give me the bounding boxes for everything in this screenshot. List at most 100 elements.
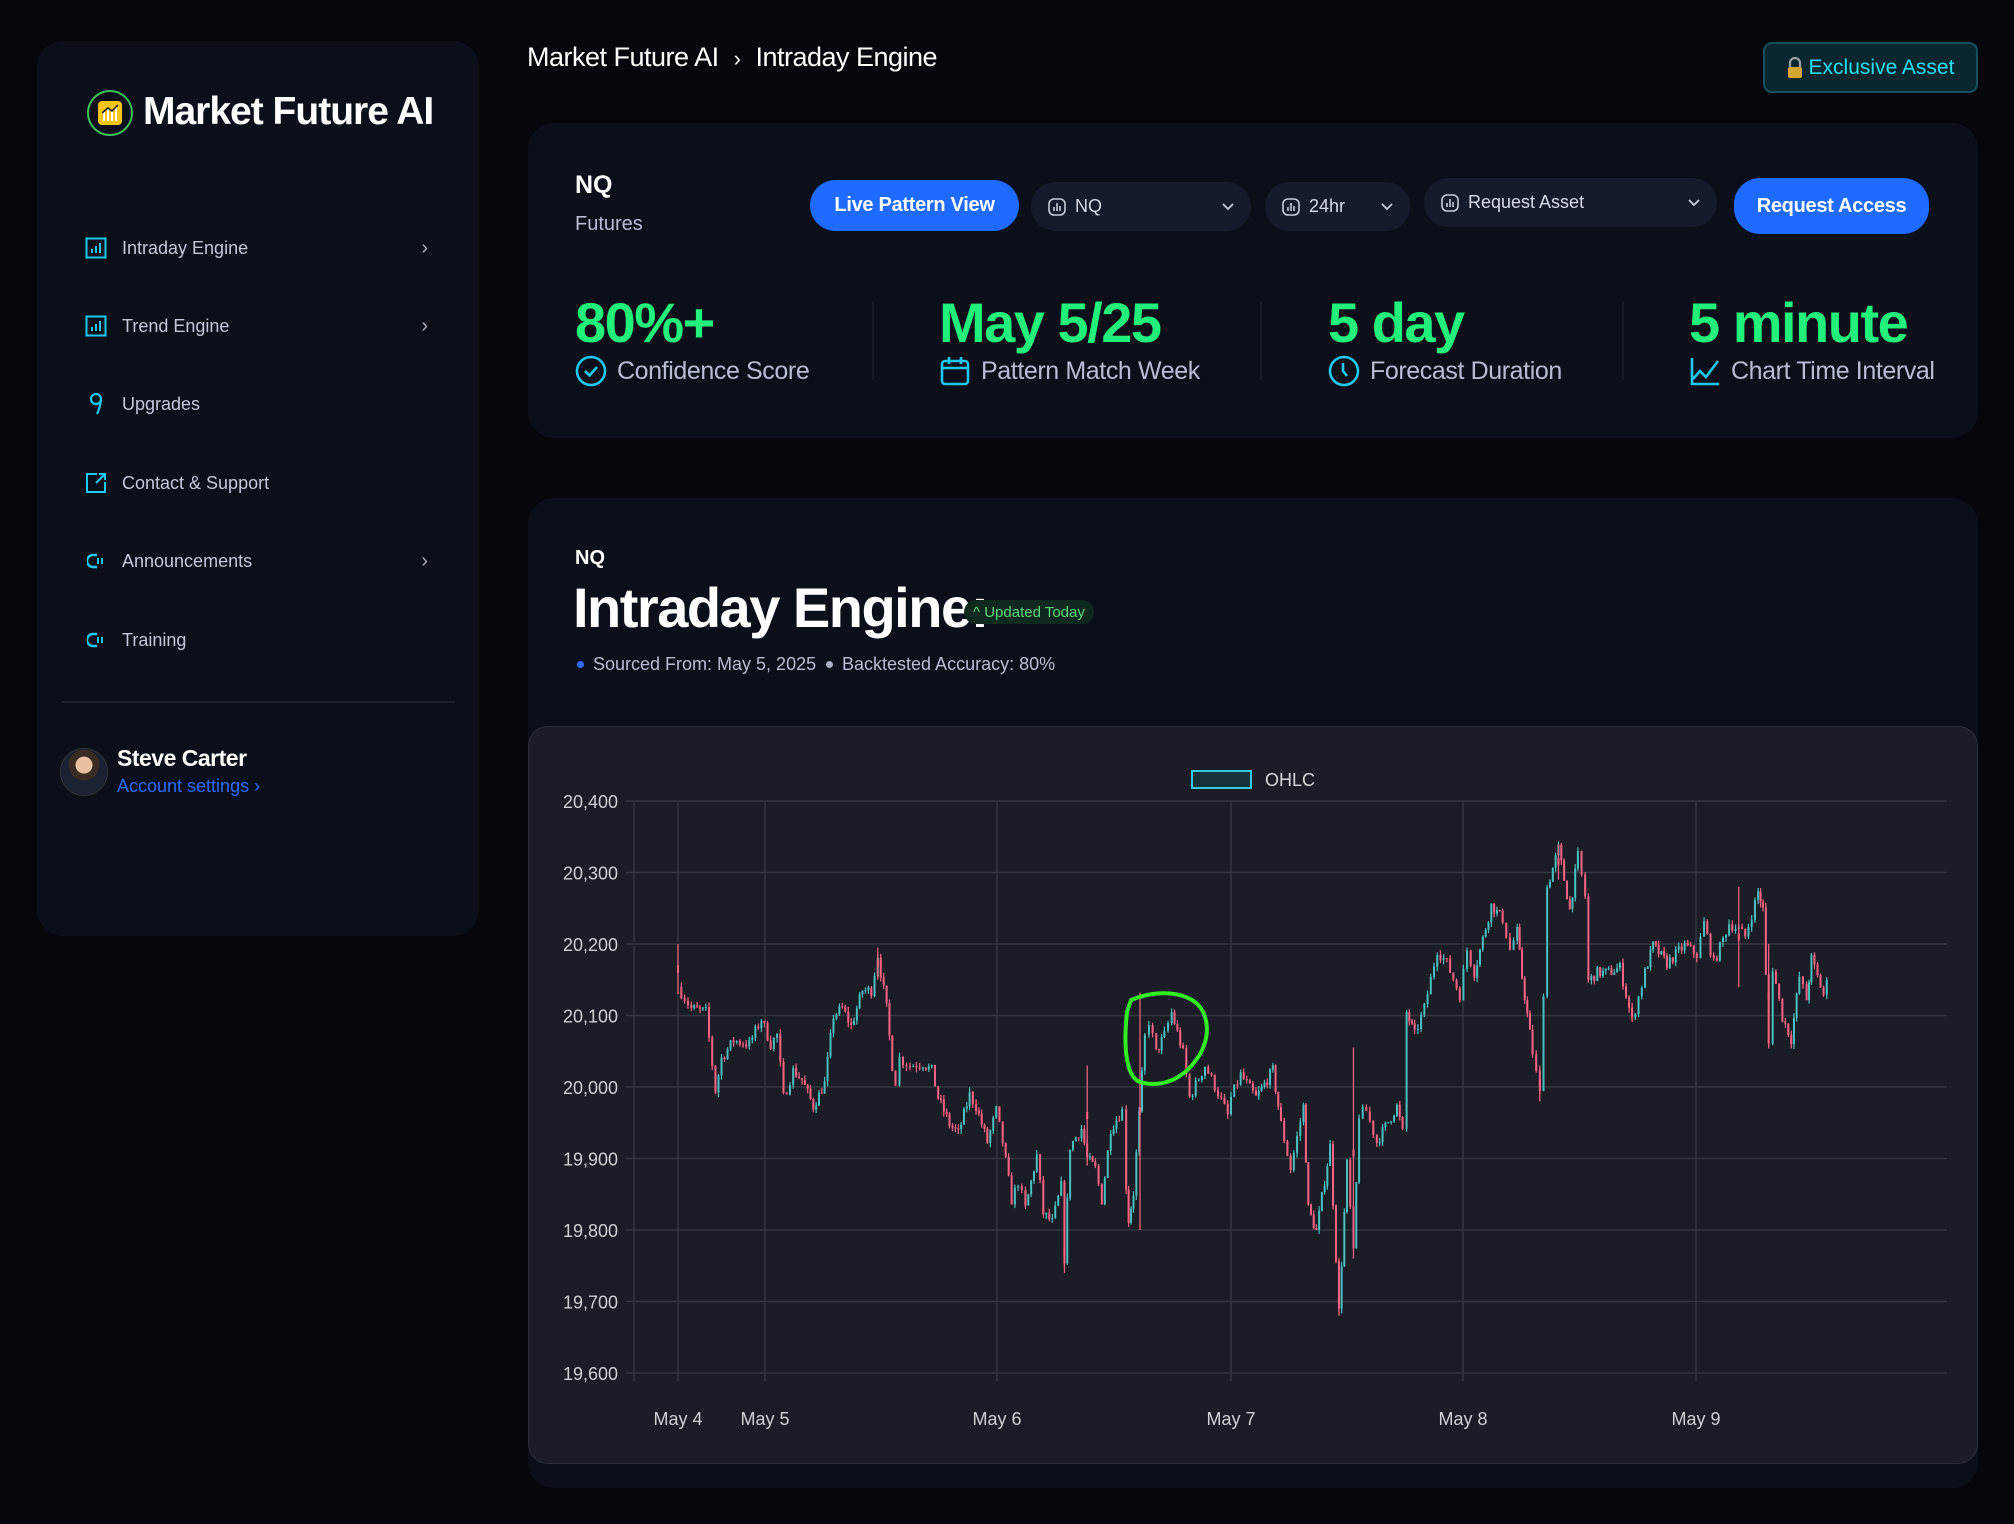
candle: [1170, 1012, 1173, 1024]
candle: [1571, 897, 1574, 909]
candle: [1323, 1185, 1326, 1193]
candle: [1007, 1156, 1010, 1176]
sourced-text: Sourced From: May 5, 2025: [593, 654, 817, 674]
calendar-icon: [940, 357, 970, 386]
exclusive-asset-button[interactable]: Exclusive Asset: [1763, 42, 1978, 93]
chevron-down-icon: [1221, 196, 1235, 217]
request-access-button[interactable]: Request Access: [1734, 178, 1929, 234]
symbol-select[interactable]: NQ: [1031, 182, 1251, 231]
avatar[interactable]: [60, 748, 108, 796]
candle: [1560, 844, 1563, 861]
candle: [1819, 975, 1822, 988]
candle: [711, 1037, 714, 1066]
exclusive-asset-label: Exclusive Asset: [1808, 55, 1955, 79]
stat-value: 80%+: [575, 291, 715, 354]
candle: [1787, 1023, 1790, 1036]
candle: [1449, 958, 1452, 973]
candle: [1413, 1023, 1416, 1030]
candle: [909, 1066, 911, 1068]
candle: [729, 1040, 732, 1050]
candle: [1233, 1084, 1236, 1097]
candle: [1304, 1104, 1307, 1163]
sidebar-item-announcements[interactable]: Announcements ›: [84, 541, 434, 581]
candle: [989, 1130, 992, 1143]
candle: [870, 987, 873, 996]
candle: [835, 1014, 838, 1019]
candle: [792, 1067, 795, 1086]
sidebar-item-intraday-engine[interactable]: Intraday Engine ›: [84, 228, 434, 268]
candle: [817, 1092, 820, 1106]
candle: [1220, 1096, 1223, 1098]
range-select[interactable]: 24hr: [1265, 182, 1410, 231]
sidebar-item-label: Training: [122, 629, 187, 650]
user-name: Steve Carter: [117, 745, 247, 771]
candle: [1263, 1082, 1266, 1087]
candle: [1352, 1149, 1355, 1157]
sidebar-item-trend-engine[interactable]: Trend Engine ›: [84, 306, 434, 346]
candle: [1490, 903, 1493, 923]
candle: [1649, 949, 1652, 968]
legend-label: OHLC: [1265, 770, 1315, 790]
candle: [1051, 1217, 1054, 1220]
candle: [1618, 962, 1621, 969]
brand-name: Market Future AI: [143, 90, 434, 133]
candle: [986, 1128, 989, 1143]
candle: [1495, 910, 1498, 914]
x-tick-label: May 8: [1438, 1409, 1487, 1429]
candle: [1299, 1122, 1302, 1137]
candle: [751, 1037, 754, 1040]
live-pattern-view-button[interactable]: Live Pattern View: [810, 180, 1019, 231]
chart-icon: [1440, 193, 1460, 213]
candle: [748, 1039, 751, 1047]
chevron-right-icon: ›: [421, 236, 428, 259]
candle: [769, 1040, 772, 1049]
candle: [1753, 899, 1756, 920]
candle: [1718, 942, 1721, 961]
breadcrumb-root[interactable]: Market Future AI: [527, 42, 719, 72]
candle: [1401, 1117, 1404, 1129]
megaphone-icon: [84, 628, 108, 652]
y-tick-label: 20,100: [563, 1007, 618, 1027]
candle: [1637, 996, 1640, 1015]
sidebar-item-contact-support[interactable]: Contact & Support: [84, 463, 434, 503]
candle: [1548, 881, 1551, 888]
legend-swatch: [1191, 770, 1252, 789]
candle: [1069, 1149, 1072, 1199]
candle: [1709, 933, 1712, 956]
candle: [1260, 1086, 1263, 1091]
candle: [1109, 1134, 1112, 1151]
candle: [1668, 957, 1671, 968]
request-asset-select[interactable]: Request Asset: [1424, 178, 1717, 227]
candle: [1557, 858, 1560, 866]
candle: [1433, 966, 1435, 977]
candle: [1315, 1227, 1318, 1231]
candle: [853, 1020, 856, 1025]
candle: [1039, 1154, 1042, 1180]
candle: [1266, 1082, 1269, 1086]
candle: [1390, 1121, 1393, 1123]
candle: [1646, 967, 1649, 969]
sidebar-item-upgrades[interactable]: Upgrades: [84, 384, 434, 424]
candle: [1157, 1048, 1160, 1051]
candle: [1340, 1266, 1343, 1309]
candle: [1365, 1107, 1368, 1111]
candle: [829, 1032, 832, 1057]
candle: [1200, 1075, 1203, 1081]
candle: [1155, 1033, 1158, 1049]
candle: [745, 1044, 748, 1047]
candle: [1010, 1175, 1013, 1205]
candle: [1546, 887, 1549, 997]
candle: [1318, 1210, 1321, 1231]
candle: [1508, 937, 1511, 950]
location-pin-icon: [84, 392, 108, 416]
candle: [1487, 922, 1490, 930]
candle: [714, 1065, 717, 1093]
candle: [1378, 1142, 1381, 1144]
candle: [876, 960, 879, 968]
sidebar-item-training[interactable]: Training: [84, 620, 434, 660]
candle: [921, 1067, 924, 1069]
account-settings-link[interactable]: Account settings ›: [117, 776, 260, 797]
x-tick-label: May 4: [653, 1409, 702, 1429]
candle: [1013, 1187, 1016, 1205]
